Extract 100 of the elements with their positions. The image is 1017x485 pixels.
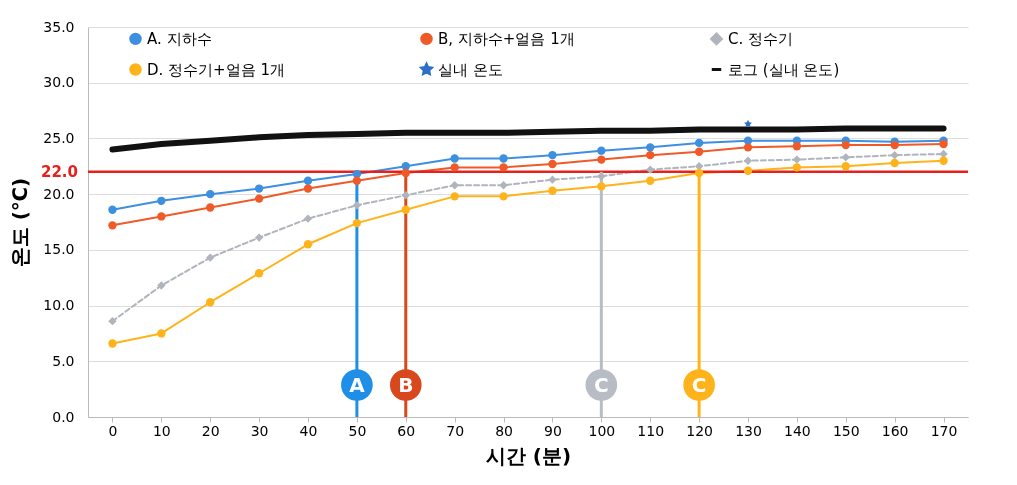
x-tick-label: 70 [446, 422, 465, 439]
point [890, 158, 899, 168]
y-tick-label: 30.0 [43, 74, 75, 91]
point [401, 168, 410, 178]
point [597, 172, 606, 181]
ref-line-label: 22.0 [40, 162, 78, 181]
x-tick-label: 80 [495, 422, 513, 439]
point [499, 192, 508, 201]
legend-label: B, 지하수+얼음 1개 [438, 29, 575, 48]
point [254, 184, 264, 193]
point [303, 184, 313, 193]
point [450, 154, 459, 163]
point [206, 253, 215, 262]
point [841, 153, 850, 162]
x-tick-label: 60 [397, 422, 416, 439]
x-tick-label: 170 [930, 422, 958, 439]
point [792, 155, 802, 164]
point [401, 191, 410, 200]
point [157, 196, 166, 205]
point [352, 218, 362, 228]
point [548, 150, 557, 160]
point [548, 186, 557, 195]
x-tick-label: 90 [544, 422, 562, 439]
point [499, 154, 508, 163]
point [646, 176, 655, 185]
point [694, 168, 704, 178]
legend-label: A. 지하수 [147, 29, 212, 48]
point [108, 205, 117, 214]
x-tick-label: 100 [588, 422, 616, 439]
y-tick-label: 20.0 [43, 185, 75, 202]
point [254, 194, 264, 203]
x-tick-label: 40 [299, 422, 318, 439]
point [646, 165, 655, 174]
y-tick-label: 5.0 [52, 352, 75, 369]
ref-line-label: C [593, 373, 609, 397]
point [597, 182, 606, 191]
x-tick-label: 10 [152, 422, 171, 439]
point [597, 155, 606, 164]
point [450, 163, 459, 172]
point [792, 142, 802, 151]
point [303, 214, 313, 223]
point [303, 176, 313, 185]
point [108, 339, 117, 348]
point [597, 146, 606, 155]
point [254, 233, 264, 242]
x-tick-label: 150 [832, 422, 860, 439]
point [254, 269, 264, 278]
ref-line-label: A [349, 373, 366, 397]
point [890, 150, 899, 160]
x-tick-label: 140 [784, 422, 811, 439]
point [939, 139, 948, 149]
y-tick-label: 15.0 [43, 241, 75, 258]
x-tick-label: 160 [881, 422, 909, 439]
y-tick-label: 10.0 [43, 297, 75, 314]
ref-line-label: B [398, 373, 414, 397]
point [499, 163, 508, 172]
point [548, 159, 557, 169]
point [303, 240, 313, 249]
point [157, 329, 166, 338]
legend-label: C. 정수기 [728, 29, 794, 48]
point [157, 281, 166, 290]
point [694, 147, 704, 156]
x-tick-label: 50 [348, 422, 367, 439]
x-tick-label: 110 [637, 422, 665, 439]
ref-line-label: C [691, 373, 707, 397]
point [352, 176, 362, 185]
point [841, 140, 850, 150]
point [939, 156, 948, 165]
point [450, 192, 459, 201]
point [108, 316, 117, 326]
x-tick-label: 0 [108, 422, 118, 439]
point [206, 298, 215, 307]
point [841, 162, 850, 171]
legend-label: 로그 (실내 온도) [728, 60, 840, 79]
point [890, 140, 899, 150]
point [401, 205, 410, 214]
point [694, 138, 704, 148]
x-tick-label: 130 [735, 422, 762, 439]
x-tick-label: 30 [250, 422, 269, 439]
y-tick-label: 0.0 [52, 408, 75, 425]
point [792, 163, 802, 172]
x-tick-label: 120 [686, 422, 713, 439]
point [157, 212, 166, 221]
point [499, 181, 508, 190]
y-axis-title: 온도 (℃) [8, 177, 33, 268]
point [743, 166, 753, 175]
point [352, 201, 362, 210]
point [206, 203, 215, 212]
point [743, 156, 753, 165]
legend-label: D. 정수기+얼음 1개 [147, 60, 285, 79]
point [743, 143, 753, 152]
y-tick-label: 35.0 [43, 18, 75, 35]
y-tick-label: 25.0 [43, 129, 75, 146]
point [450, 181, 459, 190]
x-tick-label: 20 [201, 422, 220, 439]
point [646, 150, 655, 160]
x-axis-title: 시간 (분) [485, 443, 572, 468]
point [548, 175, 557, 184]
point [206, 189, 215, 199]
point [108, 221, 117, 230]
